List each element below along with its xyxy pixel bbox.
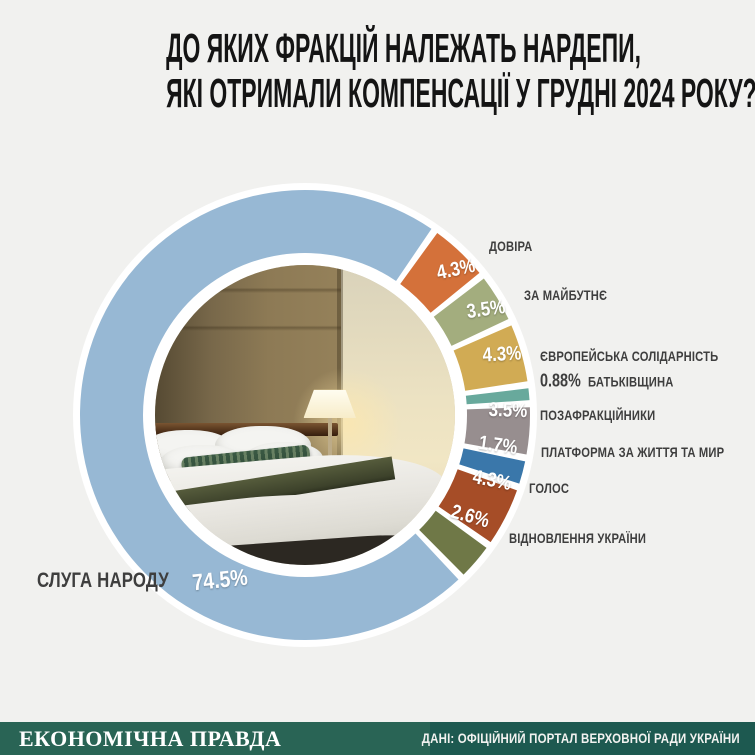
slice-name-label: ГОЛОС — [529, 480, 570, 496]
donut-slice-5 — [459, 448, 526, 484]
slice-name-label: ПЛАТФОРМА ЗА ЖИТТЯ ТА МИР — [541, 444, 725, 460]
slice-name-label: СЛУГА НАРОДУ — [37, 569, 169, 592]
donut-slice-2 — [453, 325, 528, 391]
slice-name-label: ЗА МАЙБУТНЄ — [524, 287, 608, 303]
slice-value-label: 0.88% — [540, 370, 581, 391]
slice-value-label: 4.3% — [482, 342, 522, 367]
center-photo — [155, 265, 455, 565]
slice-name-label: ВІДНОВЛЕННЯ УКРАЇНИ — [509, 530, 647, 546]
slice-name-label: ДОВІРА — [489, 238, 533, 254]
slice-name-label: 0.88% БАТЬКІВЩИНА — [540, 371, 674, 392]
title-line-1: ДО ЯКИХ ФРАКЦІЙ НАЛЕЖАТЬ НАРДЕПИ, — [166, 25, 641, 71]
footer: ЕКОНОМІЧНА ПРАВДА ДАНІ: ОФІЦІЙНИЙ ПОРТАЛ… — [0, 722, 755, 755]
slice-value-label: 3.5% — [488, 398, 528, 423]
brand-logo: ЕКОНОМІЧНА ПРАВДА — [19, 725, 282, 751]
slice-name-label: ПОЗАФРАКЦІЙНИКИ — [540, 407, 656, 423]
donut-slice-6 — [438, 469, 518, 543]
donut-slice-4 — [464, 407, 530, 455]
footer-brand-block: ЕКОНОМІЧНА ПРАВДА — [0, 722, 430, 755]
page-title: ДО ЯКИХ ФРАКЦІЙ НАЛЕЖАТЬ НАРДЕПИ, ЯКІ ОТ… — [0, 26, 755, 116]
data-source-label: ДАНІ: ОФІЦІЙНИЙ ПОРТАЛ ВЕРХОВНОЇ РАДИ УК… — [421, 731, 740, 746]
photo-lamp-shade — [303, 389, 356, 418]
donut-slice-3 — [465, 388, 530, 405]
slice-name-label: ЄВРОПЕЙСЬКА СОЛІДАРНІСТЬ — [540, 348, 719, 364]
photo-lamp-stem — [327, 416, 332, 462]
slice-value-label: 74.5% — [191, 563, 249, 596]
footer-source-block: ДАНІ: ОФІЦІЙНИЙ ПОРТАЛ ВЕРХОВНОЇ РАДИ УК… — [422, 722, 755, 755]
slice-name-text: БАТЬКІВЩИНА — [588, 373, 674, 390]
